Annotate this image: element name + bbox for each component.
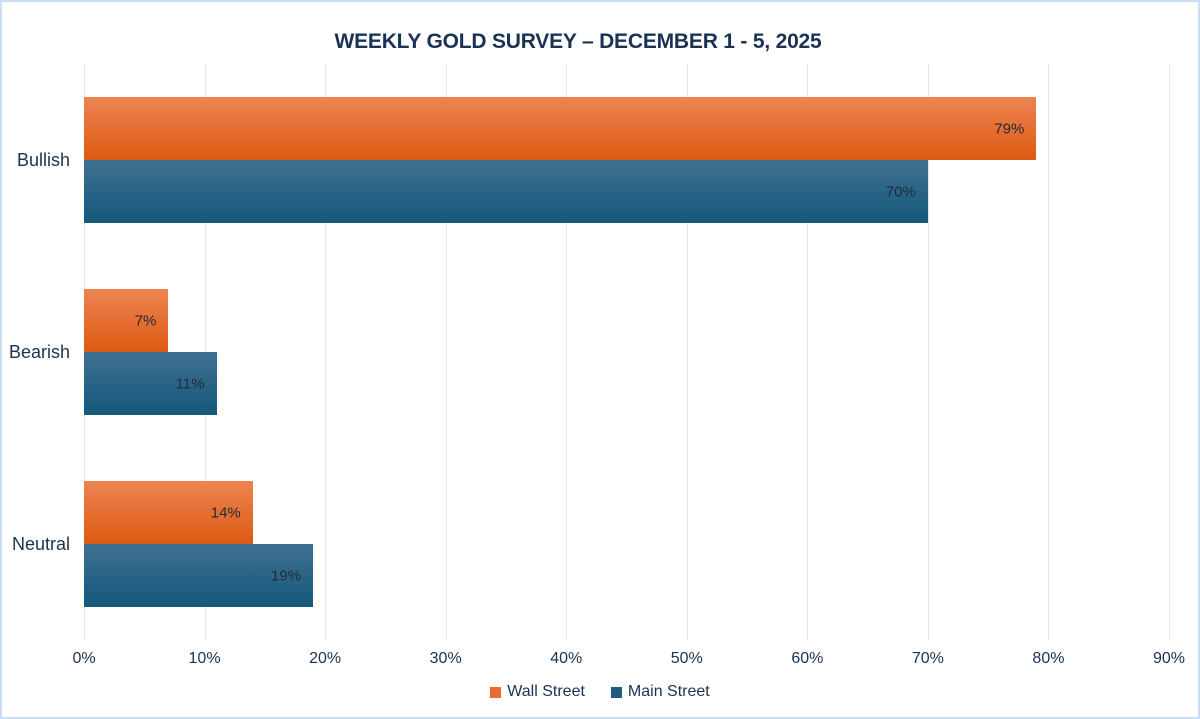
gridline-90% (1169, 64, 1170, 640)
bar-value-label: 79% (994, 120, 1025, 137)
x-tick-20%: 20% (309, 650, 342, 667)
bar-main-street-bullish: 70% (84, 160, 928, 223)
x-tick-70%: 70% (911, 650, 944, 667)
bar-value-label: 70% (885, 183, 916, 200)
category-label-bearish: Bearish (8, 342, 70, 362)
gridline-70% (927, 64, 929, 640)
category-label-bullish: Bullish (16, 150, 70, 170)
legend-swatch-icon (490, 686, 502, 698)
legend-label: Wall Street (507, 683, 585, 700)
chart-legend: Wall Street Main Street (2, 683, 1198, 701)
gridline-60% (807, 64, 809, 640)
legend-label: Main Street (627, 683, 710, 700)
gridline-40% (566, 64, 568, 640)
legend-item-main-street: Main Street (610, 683, 710, 701)
bar-value-label: 14% (210, 504, 241, 521)
x-tick-60%: 60% (791, 650, 824, 667)
x-tick-0%: 0% (72, 650, 96, 667)
legend-swatch-icon (610, 686, 622, 698)
legend-item-wall-street: Wall Street (490, 683, 585, 701)
gridline-20% (325, 64, 327, 640)
x-tick-90%: 90% (1152, 650, 1186, 667)
bar-value-label: 7% (134, 312, 157, 329)
bar-wall-street-bullish: 79% (84, 97, 1037, 160)
bar-wall-street-neutral: 14% (84, 481, 253, 544)
gridline-80% (1048, 64, 1050, 640)
x-tick-80%: 80% (1032, 650, 1065, 667)
bar-wall-street-bearish: 7% (84, 289, 169, 352)
gridline-30% (445, 64, 447, 640)
bar-value-label: 11% (175, 375, 205, 392)
x-tick-30%: 30% (429, 650, 462, 667)
plot-area: 79% 70% 7% 11% 14% 19% (84, 64, 1170, 640)
x-tick-10%: 10% (188, 650, 221, 667)
x-tick-50%: 50% (670, 650, 703, 667)
category-label-neutral: Neutral (11, 534, 70, 554)
gridline-50% (686, 64, 688, 640)
chart-title: WEEKLY GOLD SURVEY – DECEMBER 1 - 5, 202… (334, 30, 822, 53)
bar-value-label: 19% (271, 567, 302, 584)
x-tick-40%: 40% (550, 650, 583, 667)
bar-main-street-bearish: 11% (84, 352, 217, 415)
bar-main-street-neutral: 19% (84, 544, 314, 607)
